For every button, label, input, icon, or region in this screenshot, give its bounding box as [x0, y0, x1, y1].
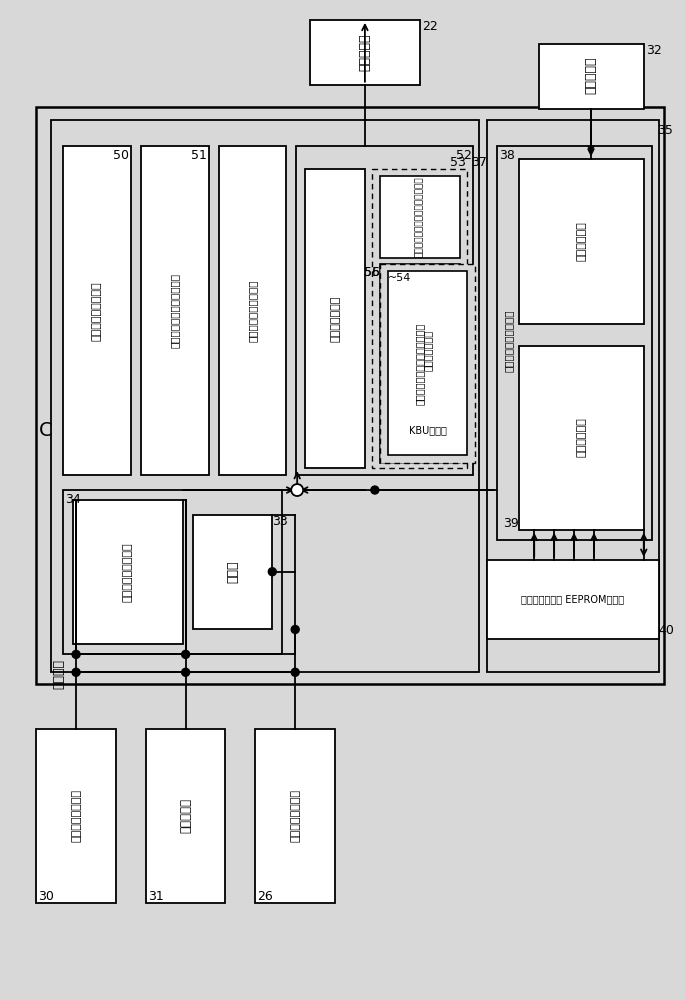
Circle shape — [182, 650, 190, 658]
Bar — [51, 120, 480, 672]
Bar — [63, 146, 131, 475]
Bar — [519, 346, 644, 530]
Text: 浓稀判定单元: 浓稀判定单元 — [576, 221, 586, 261]
Bar — [296, 146, 473, 475]
Bar — [519, 159, 644, 324]
Bar — [388, 271, 467, 455]
Text: 发动机转速传感器: 发动机转速传感器 — [71, 789, 81, 842]
Bar — [372, 169, 467, 468]
Text: 33: 33 — [272, 515, 288, 528]
Text: 30: 30 — [38, 890, 54, 903]
Text: 通常运转用加速时燃料校正单元: 通常运转用加速时燃料校正单元 — [414, 322, 425, 405]
Circle shape — [269, 568, 276, 576]
Text: 52: 52 — [456, 149, 471, 162]
Text: 水温传感器: 水温传感器 — [179, 798, 192, 833]
Text: 50: 50 — [113, 149, 129, 162]
Circle shape — [291, 625, 299, 633]
Text: 稀薄化校正单元: 稀薄化校正单元 — [423, 330, 433, 371]
Text: 燃料喷射阀: 燃料喷射阀 — [358, 33, 371, 71]
Text: ~54: ~54 — [388, 273, 411, 283]
Bar — [73, 500, 183, 644]
Text: 节气门开度传感器: 节气门开度传感器 — [290, 789, 300, 842]
Text: 非易失性存储部 EEPROM或闪存: 非易失性存储部 EEPROM或闪存 — [521, 595, 625, 605]
Circle shape — [72, 668, 80, 676]
Text: 映射图: 映射图 — [226, 560, 239, 583]
Bar — [305, 169, 365, 468]
Circle shape — [291, 484, 303, 496]
Bar — [380, 264, 475, 463]
Text: 控制单元: 控制单元 — [53, 659, 66, 689]
Bar — [219, 146, 286, 475]
Text: 55: 55 — [364, 266, 380, 279]
Text: 39: 39 — [503, 517, 519, 530]
Text: 32: 32 — [646, 44, 662, 57]
Bar — [192, 515, 272, 629]
Text: 燃料喷射量计算单元: 燃料喷射量计算单元 — [92, 281, 102, 341]
Circle shape — [182, 668, 190, 676]
Text: 反馈校正系数计算单元: 反馈校正系数计算单元 — [503, 309, 513, 372]
Text: 34: 34 — [65, 493, 81, 506]
Bar — [146, 729, 225, 903]
Bar — [497, 146, 651, 540]
Text: 氧气传感器: 氧气传感器 — [584, 57, 597, 94]
Text: 38: 38 — [499, 149, 515, 162]
Text: 26: 26 — [258, 890, 273, 903]
Text: 参数计算单元: 参数计算单元 — [576, 417, 586, 457]
Bar — [36, 107, 664, 684]
Text: 35: 35 — [657, 124, 673, 137]
Bar — [310, 20, 420, 85]
Text: C: C — [39, 421, 53, 440]
Circle shape — [291, 668, 299, 676]
Text: 加速运转状态检测单元: 加速运转状态检测单元 — [247, 280, 258, 342]
Circle shape — [72, 650, 80, 658]
Text: 基本喷射量计算单元: 基本喷射量计算单元 — [123, 542, 133, 602]
Bar — [380, 264, 460, 463]
Bar — [488, 120, 659, 672]
Bar — [36, 729, 116, 903]
Text: 56: 56 — [364, 266, 380, 279]
Text: 22: 22 — [422, 20, 438, 33]
Text: 喷射量校正单元: 喷射量校正单元 — [330, 296, 340, 342]
Bar — [380, 176, 460, 258]
Text: 31: 31 — [148, 890, 164, 903]
Text: KBU映射图: KBU映射图 — [409, 425, 447, 435]
Text: 稀薄化运转用加速时燃料校正单元: 稀薄化运转用加速时燃料校正单元 — [415, 177, 424, 257]
Bar — [141, 146, 208, 475]
Text: 51: 51 — [190, 149, 207, 162]
Text: 节气门开度变化率检测单元: 节气门开度变化率检测单元 — [170, 273, 179, 348]
Bar — [63, 490, 282, 654]
Bar — [539, 44, 644, 109]
Circle shape — [371, 486, 379, 494]
Text: 37: 37 — [471, 156, 488, 169]
Bar — [256, 729, 335, 903]
Text: 40: 40 — [659, 624, 675, 637]
Bar — [488, 560, 659, 639]
Text: 53: 53 — [449, 156, 466, 169]
